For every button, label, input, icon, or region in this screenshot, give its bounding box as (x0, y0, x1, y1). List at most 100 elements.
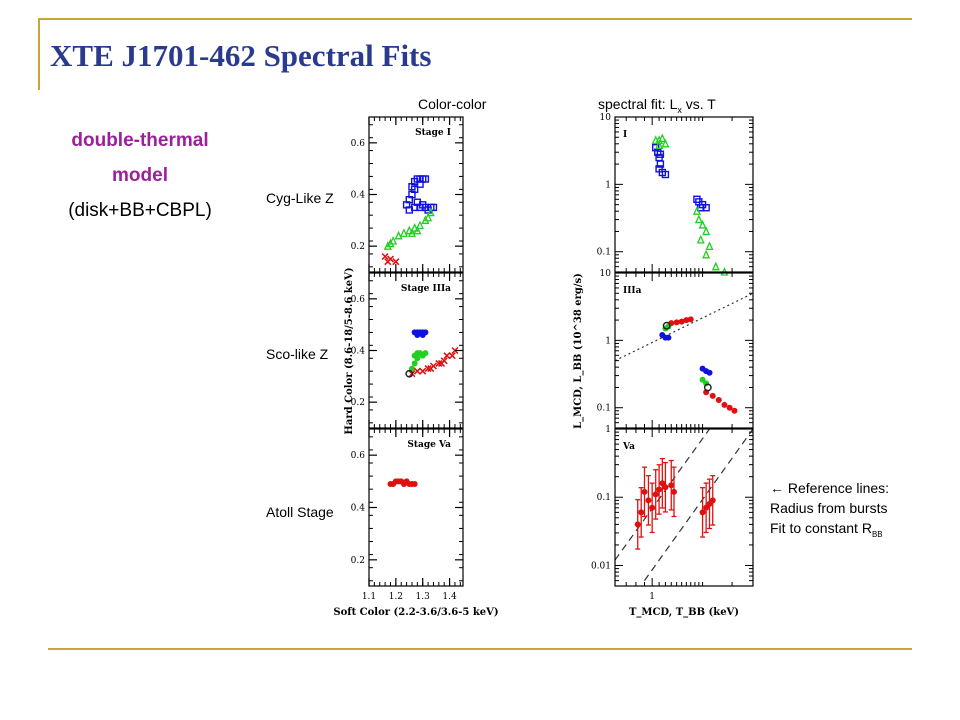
data-point (414, 332, 421, 338)
x-axis-label: T_MCD, T_BB (keV) (629, 607, 739, 618)
y-tick-label: 0.2 (351, 398, 365, 408)
data-point (381, 252, 389, 261)
data-point (731, 407, 738, 414)
left-arrow-icon: ← (770, 480, 784, 496)
data-point (652, 491, 659, 498)
y-tick-label: 0.1 (597, 404, 611, 414)
data-point (407, 228, 416, 237)
x-tick-label: 1.4 (442, 592, 457, 602)
x-tick-label: 1 (649, 592, 655, 602)
data-point (721, 401, 728, 408)
data-point (670, 488, 677, 495)
data-point (416, 220, 425, 230)
y-tick-label: 0.1 (597, 248, 611, 258)
data-point (405, 369, 414, 378)
y-tick-label: 10 (600, 269, 612, 279)
data-point (656, 160, 665, 168)
data-point (419, 332, 426, 338)
data-point (656, 486, 663, 493)
data-point (715, 397, 722, 404)
subplot-label: Stage Va (407, 440, 451, 450)
data-point (437, 359, 446, 367)
data-point (634, 521, 641, 528)
data-point (698, 219, 707, 229)
data-point (649, 504, 656, 511)
y-tick-label: 0.4 (351, 191, 366, 201)
data-point (711, 261, 720, 271)
data-point (421, 175, 430, 183)
data-point (683, 317, 690, 324)
data-point (638, 509, 645, 516)
y-tick-label: 0.2 (351, 556, 365, 566)
model-name-line1: double-thermal (71, 130, 209, 151)
data-point (413, 198, 422, 206)
column-header-spectral-fit: spectral fit: Lx vs. T (598, 96, 716, 115)
data-point (705, 241, 714, 251)
model-components: (disk+BB+CBPL) (68, 200, 212, 221)
x-axis-label: Soft Color (2.2-3.6/3.6-5 keV) (333, 607, 498, 618)
y-tick-label: 0.2 (351, 242, 365, 252)
reference-line (614, 292, 754, 362)
column-header-color-color: Color-color (418, 96, 487, 112)
y-tick-label: 1 (605, 425, 611, 435)
x-tick-label: 1.1 (362, 592, 376, 602)
data-point (411, 480, 418, 487)
data-point (702, 226, 711, 236)
data-point (658, 133, 667, 143)
data-point (699, 509, 706, 516)
data-point (424, 365, 432, 373)
reference-line-constant: Fit to constant RBB (770, 520, 883, 539)
stage-label-cyg: Cyg-Like Z (266, 190, 334, 206)
y-axis-label: L_MCD, L_BB (10^38 erg/s) (573, 273, 584, 429)
data-point (414, 355, 421, 362)
data-point (702, 249, 711, 259)
data-point (673, 319, 680, 326)
data-point (389, 235, 398, 245)
subplot-label: Stage IIIa (401, 284, 451, 294)
color-color-panel-frame (368, 116, 464, 273)
data-point (451, 346, 459, 355)
data-point (662, 321, 671, 330)
data-point (399, 228, 408, 237)
y-tick-label: 0.4 (351, 504, 366, 514)
reference-line (644, 428, 754, 581)
data-point (394, 230, 403, 240)
data-point (426, 207, 435, 217)
data-point (665, 334, 672, 341)
subplot-label: IIIa (623, 286, 642, 296)
spectral-fit-tail: vs. T (681, 96, 716, 112)
stage-label-sco: Sco-like Z (266, 346, 329, 362)
data-point (435, 359, 443, 367)
data-point (383, 241, 392, 250)
y-tick-label: 0.6 (351, 295, 366, 305)
data-point (422, 350, 429, 357)
reference-line-constant-label: Fit to constant R (770, 520, 872, 536)
data-point (668, 482, 675, 489)
y-tick-label: 10 (600, 113, 612, 123)
data-point (427, 365, 435, 373)
y-tick-label: 0.6 (351, 451, 366, 461)
data-point (703, 383, 712, 392)
data-point (709, 392, 716, 399)
spectral-fit-label: spectral fit: L (598, 96, 678, 112)
y-axis-label: Hard Color (8.6-18/5-8.6 keV) (344, 267, 355, 434)
color-color-panel-frame (368, 428, 464, 587)
reference-line-bursts: Radius from bursts (770, 500, 888, 516)
top-accent-rule (38, 18, 912, 20)
data-point (641, 488, 648, 495)
data-point (696, 234, 705, 244)
spectral-panel-frame (614, 428, 754, 587)
data-point (419, 367, 427, 375)
reference-line-constant-subscript: BB (871, 529, 883, 539)
y-tick-label: 1 (605, 180, 611, 190)
x-tick-label: 1.3 (416, 592, 431, 602)
slide-title: XTE J1701-462 Spectral Fits (50, 38, 432, 73)
data-point (656, 150, 665, 158)
x-tick-label: 1.2 (389, 592, 403, 602)
data-point (703, 504, 710, 511)
data-point (706, 369, 713, 376)
bottom-accent-rule (48, 648, 912, 650)
spectral-fit-subscript: x (677, 104, 682, 115)
spectral-panel-frame (614, 272, 754, 429)
y-tick-label: 0.4 (351, 347, 366, 357)
